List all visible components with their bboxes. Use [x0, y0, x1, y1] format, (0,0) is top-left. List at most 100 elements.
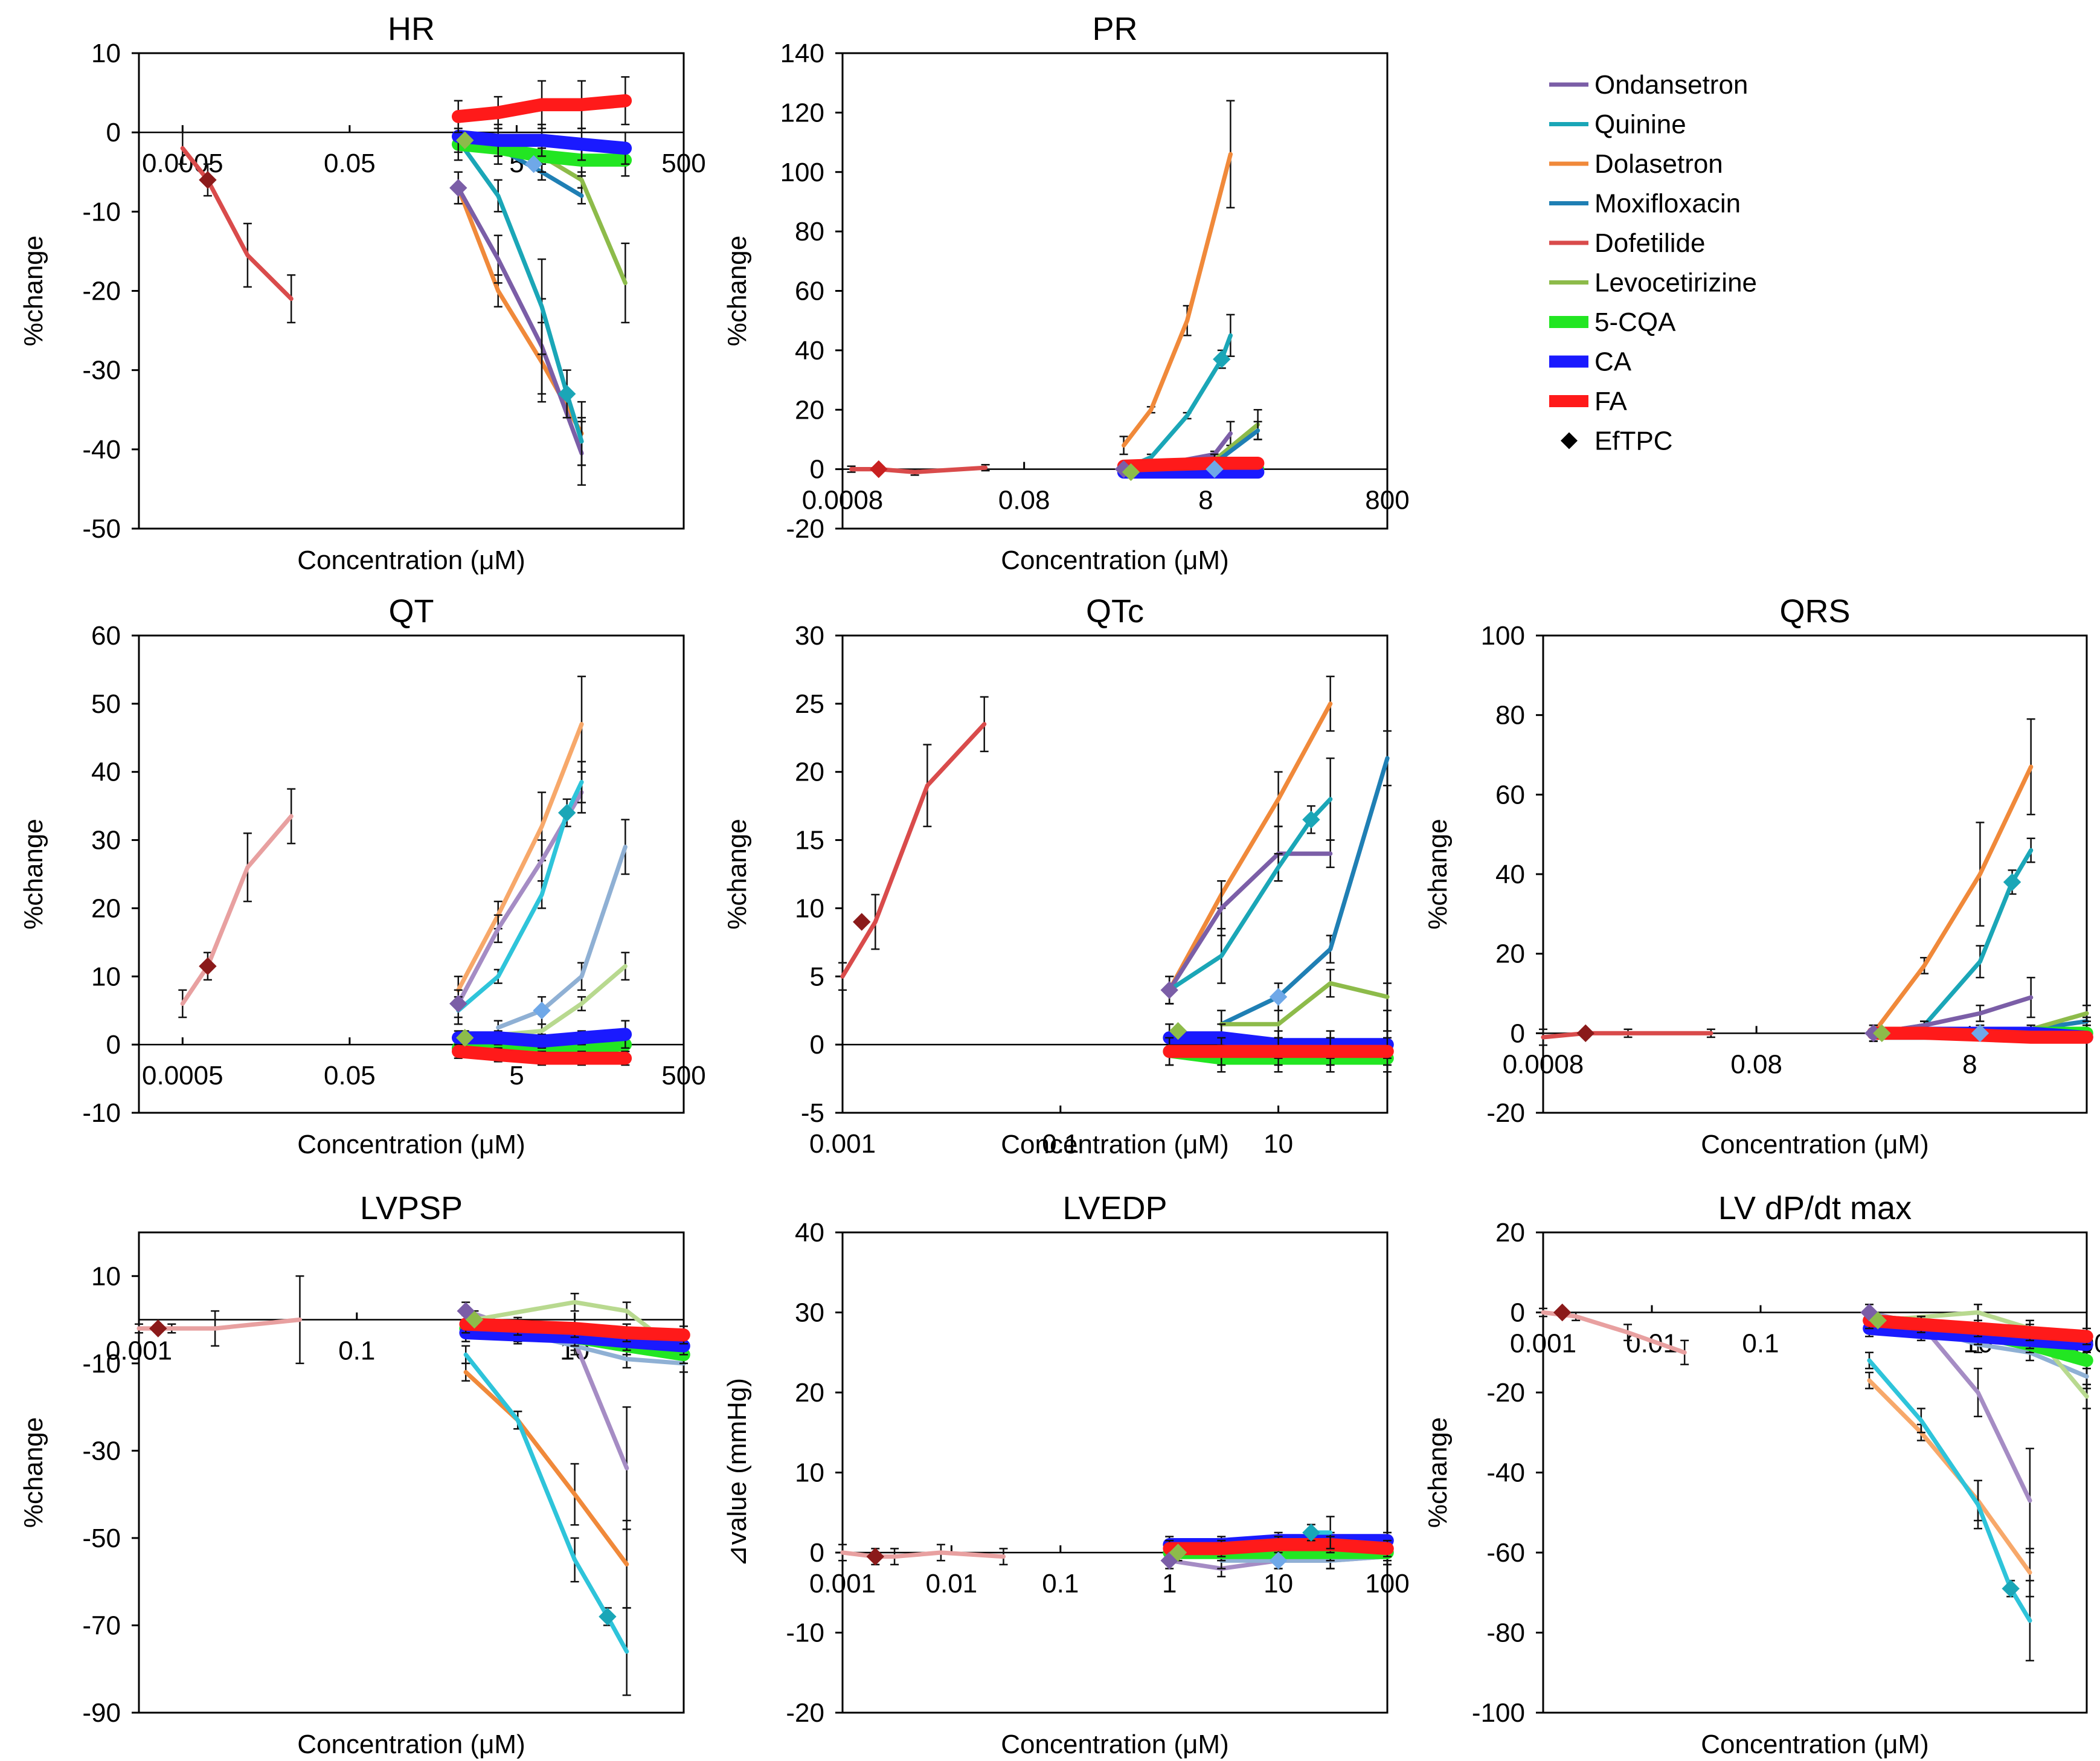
y-tick-label: 10: [795, 893, 824, 923]
series-line-ca: [451, 1028, 632, 1048]
x-tick-label: 0.001: [809, 1129, 876, 1159]
eftpc-marker: [557, 803, 576, 822]
legend-label: Ondansetron: [1594, 70, 1748, 100]
eftpc-marker: [449, 179, 467, 197]
series-line-dolasetron: [1167, 701, 1333, 993]
chart-title: QT: [389, 593, 434, 629]
series-line-dofetilide: [180, 814, 294, 1006]
series-dolasetron: [1119, 100, 1235, 456]
y-tick-label: -20: [786, 1698, 824, 1728]
series-line-fa: [451, 1045, 632, 1065]
x-axis-label: Concentration (μM): [297, 1730, 525, 1759]
eftpc-marker: [456, 131, 474, 149]
y-tick-label: -20: [1486, 1098, 1525, 1128]
y-tick-label: 100: [1481, 621, 1525, 651]
legend-item-5-cqa: 5-CQA: [1549, 307, 1676, 337]
eftpc-marker: [1122, 463, 1140, 481]
series-line-dolasetron: [1121, 152, 1233, 448]
y-tick-label: 10: [91, 962, 121, 991]
series-line-quinine: [1167, 797, 1333, 993]
series-line-dofetilide: [1541, 1031, 1713, 1040]
y-tick-label: 15: [795, 826, 824, 855]
y-tick-label: -50: [82, 514, 121, 544]
y-tick-label: 0: [1511, 1298, 1525, 1328]
x-tick-label: 0.1: [1042, 1129, 1079, 1159]
series-line-dolasetron: [1867, 1378, 2032, 1575]
series-line-dolasetron: [463, 1370, 629, 1566]
eftpc-marker: [533, 1002, 551, 1020]
y-axis-label: %change: [722, 819, 752, 929]
eftpc-marker: [1302, 811, 1320, 829]
y-tick-label: 0: [106, 118, 121, 147]
y-tick-label: 20: [795, 1378, 824, 1408]
eftpc-marker: [1269, 1551, 1288, 1569]
y-tick-label: 30: [91, 826, 121, 855]
x-tick-label: 0.01: [926, 1569, 978, 1598]
y-tick-label: 0: [810, 1538, 824, 1568]
x-axis-label: Concentration (μM): [1001, 1130, 1228, 1159]
y-tick-label: 60: [795, 277, 824, 306]
series-fa: [459, 1315, 690, 1345]
series-line-ondansetron: [1167, 851, 1333, 993]
y-tick-label: 0: [1511, 1019, 1525, 1048]
plot-frame: [1542, 1231, 2088, 1714]
eftpc-marker: [465, 1310, 484, 1329]
y-tick-label: -20: [1486, 1378, 1525, 1408]
series-quinine: [454, 131, 586, 466]
series-line-quinine: [456, 779, 584, 1013]
y-axis-label: %change: [1423, 1417, 1453, 1528]
chart-title: LVEDP: [1062, 1190, 1167, 1226]
legend-label: Quinine: [1594, 110, 1686, 140]
y-tick-label: 120: [780, 98, 824, 127]
eftpc-marker: [557, 385, 576, 403]
x-tick-label: 800: [1365, 486, 1409, 515]
y-tick-label: 40: [795, 1218, 824, 1248]
y-axis-label: ⊿value (mmHg): [722, 1378, 752, 1567]
series-moxifloxacin: [493, 819, 630, 1035]
eftpc-marker: [524, 155, 543, 173]
series-dolasetron: [1165, 675, 1335, 1005]
y-tick-label: 0: [810, 1030, 824, 1060]
legend-label: CA: [1594, 347, 1632, 377]
eftpc-marker: [599, 1608, 617, 1626]
chart-title: LVPSP: [360, 1190, 463, 1226]
series-quinine: [1869, 837, 2035, 1042]
x-tick-label: 8: [1962, 1049, 1977, 1079]
y-tick-label: -30: [82, 1436, 121, 1466]
x-tick-label: 500: [661, 1061, 705, 1090]
series-line-quinine: [1867, 1358, 2032, 1623]
legend-item-levocetirizine: Levocetirizine: [1549, 268, 1757, 298]
series-line-fa: [451, 94, 632, 123]
eftpc-marker: [199, 171, 217, 189]
eftpc-marker: [1873, 1024, 1891, 1043]
eftpc-marker: [853, 913, 871, 931]
series-dofetilide: [838, 1544, 1008, 1566]
eftpc-marker: [1553, 1303, 1572, 1322]
y-tick-label: 50: [91, 689, 121, 719]
eftpc-marker: [866, 1547, 885, 1566]
series-dofetilide: [838, 696, 989, 991]
x-tick-label: 100: [1365, 1569, 1409, 1598]
plot-frame: [841, 1231, 1389, 1714]
eftpc-marker: [2002, 1579, 2020, 1598]
series-line-dolasetron: [456, 722, 584, 993]
legend-item-quinine: Quinine: [1549, 110, 1686, 140]
y-tick-label: 60: [91, 621, 121, 651]
series-line-dofetilide: [840, 1550, 1006, 1559]
legend-item-dofetilide: Dofetilide: [1549, 228, 1705, 258]
eftpc-marker: [1206, 460, 1224, 478]
x-axis-label: Concentration (μM): [1701, 1130, 1928, 1159]
y-tick-label: 20: [91, 893, 121, 923]
x-tick-label: 8: [1198, 486, 1213, 515]
y-tick-label: -10: [82, 1349, 121, 1379]
x-axis-label: Concentration (μM): [297, 546, 525, 575]
y-tick-label: 30: [795, 621, 824, 651]
y-tick-label: 20: [795, 758, 824, 787]
legend-label: 5-CQA: [1594, 307, 1676, 337]
series-line-dofetilide: [840, 722, 987, 979]
series-line-ondansetron: [456, 185, 584, 456]
series-line-quinine: [463, 1352, 629, 1654]
x-tick-label: 0.0008: [802, 486, 884, 515]
series-line-quinine: [456, 138, 584, 444]
